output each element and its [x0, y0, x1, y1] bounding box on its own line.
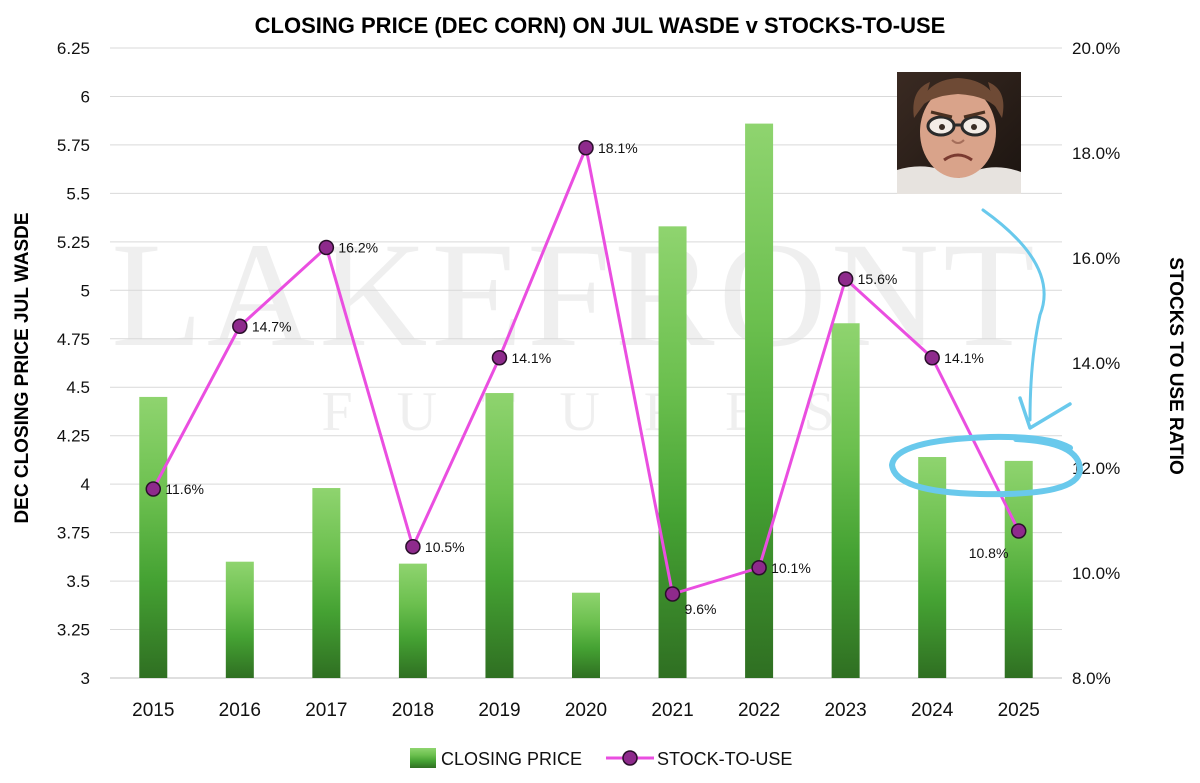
- marker-stock-to-use-2021: [664, 586, 681, 602]
- right-tick-label: 14.0%: [1072, 354, 1120, 373]
- left-tick-label: 4.75: [57, 330, 90, 349]
- legend: CLOSING PRICE STOCK-TO-USE: [410, 748, 792, 769]
- bar-closing-price-2023: [831, 323, 860, 678]
- left-tick-label: 3.5: [66, 572, 90, 591]
- data-label-stock-to-use-2024: 14.1%: [944, 350, 984, 366]
- right-tick-label: 10.0%: [1072, 564, 1120, 583]
- right-tick-label: 20.0%: [1072, 39, 1120, 58]
- bar-closing-price-2018: [398, 563, 427, 678]
- data-label-stock-to-use-2016: 14.7%: [252, 318, 292, 334]
- left-tick-label: 4: [81, 475, 90, 494]
- x-tick-label: 2025: [998, 700, 1040, 721]
- watermark-text: LAKEFRONT: [111, 212, 1039, 378]
- highlight-arrow: [981, 208, 1046, 422]
- left-tick-label: 3: [81, 669, 90, 688]
- marker-stock-to-use-2017: [318, 239, 335, 256]
- left-tick-label: 5.75: [57, 136, 90, 155]
- left-tick-label: 3.75: [57, 524, 90, 543]
- left-axis-ticks: 3 3.25 3.5 3.75 4 4.25 4.5 4.75 5 5.25 5.5 5.75 6 6.2…: [57, 39, 90, 688]
- marker-stock-to-use-2025: [1010, 523, 1027, 539]
- marker-stock-to-use-2024: [924, 350, 940, 366]
- x-tick-label: 2016: [219, 700, 261, 721]
- marker-stock-to-use-2015: [145, 481, 162, 497]
- data-label-stock-to-use-2015: 11.6%: [165, 481, 204, 497]
- bar-closing-price-2025: [1004, 460, 1033, 678]
- data-label-stock-to-use-2017: 16.2%: [338, 240, 378, 256]
- data-label-stock-to-use-2022: 10.1%: [771, 560, 811, 576]
- left-tick-label: 5.5: [66, 184, 90, 203]
- bar-series: [139, 123, 1033, 679]
- chart-title: CLOSING PRICE (DEC CORN) ON JUL WASDE v …: [255, 13, 946, 38]
- left-tick-label: 6: [81, 87, 90, 106]
- right-tick-label: 16.0%: [1072, 249, 1120, 268]
- data-label-stock-to-use-2025: 10.8%: [969, 545, 1009, 561]
- bar-closing-price-2021: [658, 226, 687, 679]
- reaction-face-image: [897, 72, 1021, 194]
- right-tick-label: 18.0%: [1072, 144, 1120, 163]
- data-label-stock-to-use-2019: 14.1%: [511, 350, 551, 366]
- x-tick-label: 2017: [305, 700, 347, 721]
- left-axis-title: DEC CLOSING PRICE JUL WASDE: [12, 212, 33, 523]
- left-tick-label: 4.5: [66, 378, 90, 397]
- bar-closing-price-2017: [312, 488, 341, 678]
- x-tick-label: 2021: [651, 700, 693, 721]
- legend-marker-stock-to-use: [622, 750, 638, 766]
- x-tick-label: 2023: [824, 700, 866, 721]
- line-series: 11.6% 14.7% 16.2% 10.5% 14.1% 18.1% 9.6% 10.1% 1…: [145, 140, 1027, 617]
- legend-label-closing-price: CLOSING PRICE: [441, 749, 582, 769]
- marker-stock-to-use-2022: [751, 560, 767, 576]
- legend-swatch-closing-price: [410, 748, 436, 768]
- left-tick-label: 3.25: [57, 621, 90, 640]
- arrow-head: [1018, 396, 1072, 430]
- highlight-annotation: [888, 208, 1084, 498]
- highlight-circle: [888, 433, 1084, 498]
- x-tick-label: 2020: [565, 700, 607, 721]
- bar-closing-price-2016: [225, 561, 254, 678]
- right-tick-label: 8.0%: [1072, 669, 1111, 688]
- left-tick-label: 4.25: [57, 427, 90, 446]
- data-label-stock-to-use-2018: 10.5%: [425, 539, 465, 555]
- right-axis-title: STOCKS TO USE RATIO: [1165, 257, 1186, 474]
- data-label-stock-to-use-2020: 18.1%: [598, 140, 638, 156]
- x-tick-label: 2018: [392, 700, 434, 721]
- left-tick-label: 5.25: [57, 233, 90, 252]
- bar-closing-price-2015: [139, 396, 168, 678]
- x-tick-label: 2015: [132, 700, 174, 721]
- watermark-subtext: FUTURES: [322, 381, 879, 443]
- bar-closing-price-2020: [572, 592, 600, 678]
- marker-stock-to-use-2020: [578, 140, 594, 156]
- x-axis-ticks: 2015 2016 2017 2018 2019 2020 2021 2022 2023 2024…: [132, 700, 1040, 721]
- data-label-stock-to-use-2021: 9.6%: [685, 601, 717, 617]
- marker-stock-to-use-2019: [491, 350, 508, 366]
- bar-closing-price-2019: [485, 393, 514, 678]
- left-tick-label: 5: [81, 281, 90, 300]
- marker-stock-to-use-2018: [405, 539, 421, 555]
- right-axis-ticks: 8.0% 10.0% 12.0% 14.0% 16.0% 18.0% 20.0%: [1072, 39, 1120, 688]
- data-label-stock-to-use-2023: 15.6%: [858, 271, 898, 287]
- bar-closing-price-2022: [745, 123, 774, 679]
- x-tick-label: 2019: [478, 700, 520, 721]
- legend-label-stock-to-use: STOCK-TO-USE: [657, 749, 792, 769]
- x-tick-label: 2022: [738, 700, 780, 721]
- marker-stock-to-use-2016: [232, 318, 248, 334]
- marker-stock-to-use-2023: [837, 271, 854, 287]
- right-tick-label: 12.0%: [1072, 459, 1120, 478]
- left-tick-label: 6.25: [57, 39, 90, 58]
- x-tick-label: 2024: [911, 700, 954, 721]
